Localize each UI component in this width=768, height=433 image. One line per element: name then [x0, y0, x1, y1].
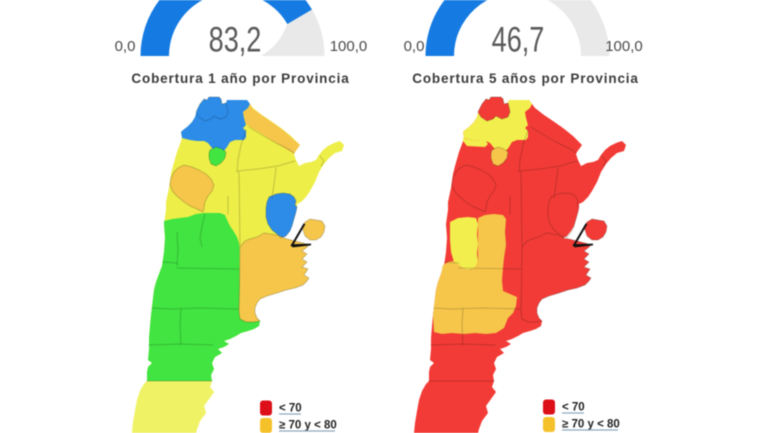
- svg-text:Cobertura 1 año por Provincia: Cobertura 1 año por Provincia: [131, 71, 349, 86]
- svg-text:100,0: 100,0: [330, 38, 368, 55]
- svg-text:< 70: < 70: [562, 402, 585, 414]
- svg-text:< 70: < 70: [279, 403, 302, 415]
- svg-text:≥ 70 y < 80: ≥ 70 y < 80: [279, 420, 337, 432]
- svg-text:0,0: 0,0: [404, 38, 425, 55]
- svg-text:Cobertura 5 años por Provincia: Cobertura 5 años por Provincia: [412, 71, 639, 86]
- svg-text:83,2: 83,2: [209, 20, 262, 59]
- svg-text:≥ 70 y < 80: ≥ 70 y < 80: [562, 419, 620, 431]
- svg-text:46,7: 46,7: [492, 20, 545, 59]
- svg-text:100,0: 100,0: [605, 38, 643, 55]
- svg-text:0,0: 0,0: [115, 38, 136, 55]
